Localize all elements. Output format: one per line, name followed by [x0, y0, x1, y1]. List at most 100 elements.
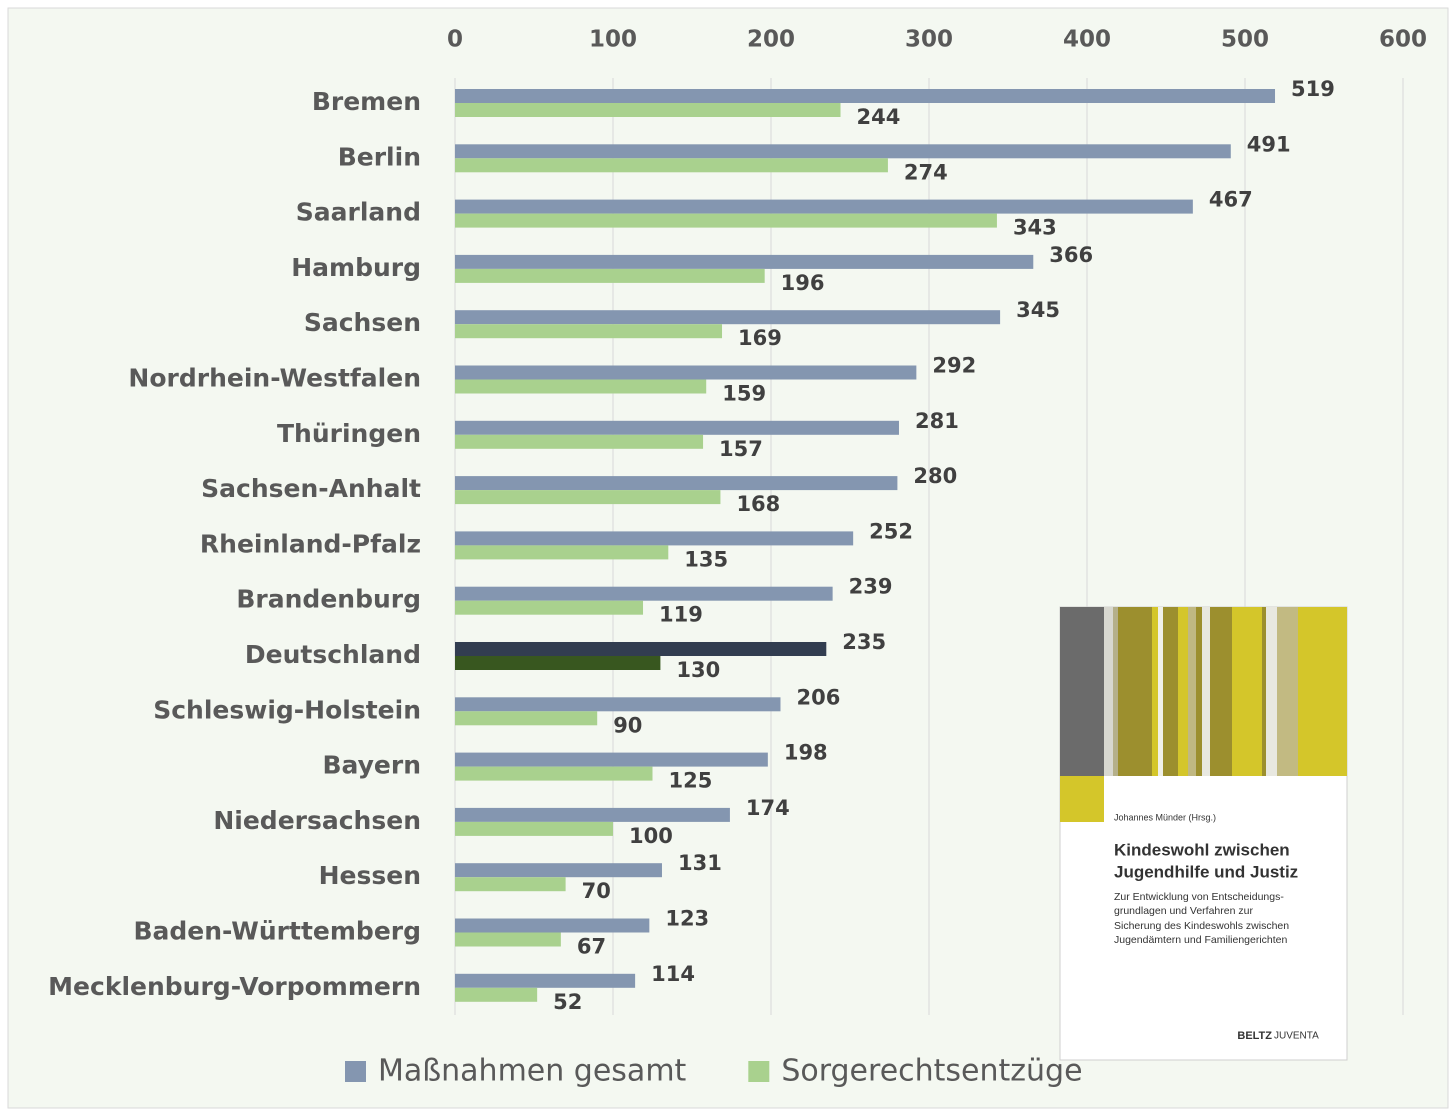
- bar: [455, 89, 1276, 103]
- bar: [455, 918, 650, 933]
- value-label: 159: [722, 382, 766, 406]
- cover-author: Johannes Münder (Hrsg.): [1114, 812, 1216, 822]
- x-tick-label: 0: [447, 27, 463, 53]
- bar: [455, 600, 644, 615]
- cover-title: Jugendhilfe und Justiz: [1114, 862, 1298, 881]
- bar: [455, 642, 827, 656]
- bar: [455, 199, 1193, 214]
- bar: [455, 821, 613, 836]
- value-label: 343: [1013, 216, 1057, 240]
- y-tick-label: Brandenburg: [236, 585, 421, 614]
- x-tick-label: 400: [1063, 27, 1111, 53]
- bar: [455, 987, 538, 1002]
- y-tick-label: Bremen: [312, 87, 421, 116]
- value-label: 198: [784, 741, 828, 765]
- bar: [455, 434, 704, 449]
- value-label: 366: [1049, 243, 1093, 267]
- y-tick-label: Sachsen-Anhalt: [201, 474, 421, 503]
- value-label: 119: [659, 603, 703, 627]
- value-label: 519: [1291, 77, 1335, 101]
- bar: [455, 420, 899, 435]
- value-label: 281: [915, 409, 959, 433]
- cover-subtitle: Sicherung des Kindeswohls zwischen: [1114, 920, 1289, 932]
- value-label: 70: [582, 879, 611, 903]
- value-label: 280: [913, 464, 957, 488]
- bar: [455, 863, 662, 878]
- bar: [455, 877, 566, 892]
- value-label: 52: [553, 990, 582, 1014]
- y-tick-label: Deutschland: [245, 640, 421, 669]
- value-label: 123: [665, 907, 709, 931]
- value-label: 345: [1016, 298, 1060, 322]
- value-label: 467: [1209, 188, 1253, 212]
- cover-title: Kindeswohl zwischen: [1114, 840, 1290, 859]
- y-tick-label: Bayern: [322, 751, 421, 780]
- y-tick-label: Nordrhein-Westfalen: [128, 364, 421, 393]
- y-tick-label: Thüringen: [277, 419, 421, 448]
- x-tick-label: 100: [589, 27, 637, 53]
- bar: [455, 476, 898, 491]
- bar: [455, 545, 669, 560]
- bar: [455, 531, 854, 546]
- y-tick-label: Rheinland-Pfalz: [200, 529, 421, 558]
- value-label: 135: [684, 547, 728, 571]
- x-tick-label: 500: [1221, 27, 1269, 53]
- value-label: 131: [678, 851, 722, 875]
- value-label: 168: [736, 492, 780, 516]
- value-label: 244: [857, 105, 901, 129]
- plot: 0 100 200 300 400 500 600 Bremen 519 244 Berlin 491…: [48, 27, 1427, 1089]
- bar: [455, 752, 768, 767]
- bar: [455, 103, 841, 117]
- bar: [455, 379, 707, 394]
- cover-publisher: JUVENTA: [1274, 1031, 1319, 1042]
- legend-swatch: [748, 1061, 770, 1082]
- x-tick-label: 200: [747, 27, 795, 53]
- bar: [455, 268, 765, 283]
- value-label: 292: [932, 354, 976, 378]
- cover-subtitle: Zur Entwicklung von Entscheidungs-: [1114, 891, 1284, 903]
- value-label: 235: [842, 630, 886, 654]
- bar: [455, 932, 561, 947]
- bar: [455, 213, 997, 228]
- bar: [455, 697, 781, 712]
- bar: [455, 324, 723, 339]
- value-label: 157: [719, 437, 763, 461]
- y-tick-label: Schleswig-Holstein: [153, 695, 421, 724]
- bar: [455, 365, 917, 380]
- value-label: 100: [629, 824, 673, 848]
- y-tick-label: Hamburg: [291, 253, 421, 282]
- bar: [455, 656, 661, 670]
- legend-label: Sorgerechtsentzüge: [781, 1054, 1082, 1089]
- value-label: 274: [904, 160, 948, 184]
- y-tick-label: Niedersachsen: [213, 806, 421, 835]
- value-label: 239: [849, 575, 893, 599]
- x-tick-label: 600: [1379, 27, 1427, 53]
- value-label: 169: [738, 326, 782, 350]
- bar: [455, 310, 1001, 325]
- y-tick-label: Berlin: [338, 142, 421, 171]
- value-label: 114: [651, 962, 695, 986]
- cover-stripes: [1060, 607, 1347, 822]
- y-tick-label: Saarland: [296, 198, 421, 227]
- y-tick-label: Sachsen: [304, 308, 421, 337]
- bar: [455, 254, 1034, 269]
- value-label: 90: [613, 713, 642, 737]
- bar: [455, 158, 888, 173]
- bar: [455, 973, 636, 988]
- bar: [455, 711, 598, 726]
- cover-subtitle: Jugendämtern und Familiengerichten: [1114, 934, 1288, 946]
- value-label: 196: [781, 271, 825, 295]
- value-label: 252: [869, 519, 913, 543]
- bar: [455, 490, 721, 505]
- x-tick-label: 300: [905, 27, 953, 53]
- bar: [455, 586, 833, 601]
- y-tick-label: Baden-Württemberg: [133, 917, 421, 946]
- value-label: 67: [577, 935, 606, 959]
- bar: [455, 144, 1231, 159]
- book-cover: Johannes Münder (Hrsg.) Kindeswohl zwisc…: [1059, 606, 1348, 1061]
- value-label: 130: [676, 658, 720, 682]
- legend-label: Maßnahmen gesamt: [378, 1054, 687, 1089]
- bar: [455, 807, 730, 822]
- y-tick-label: Hessen: [319, 861, 421, 890]
